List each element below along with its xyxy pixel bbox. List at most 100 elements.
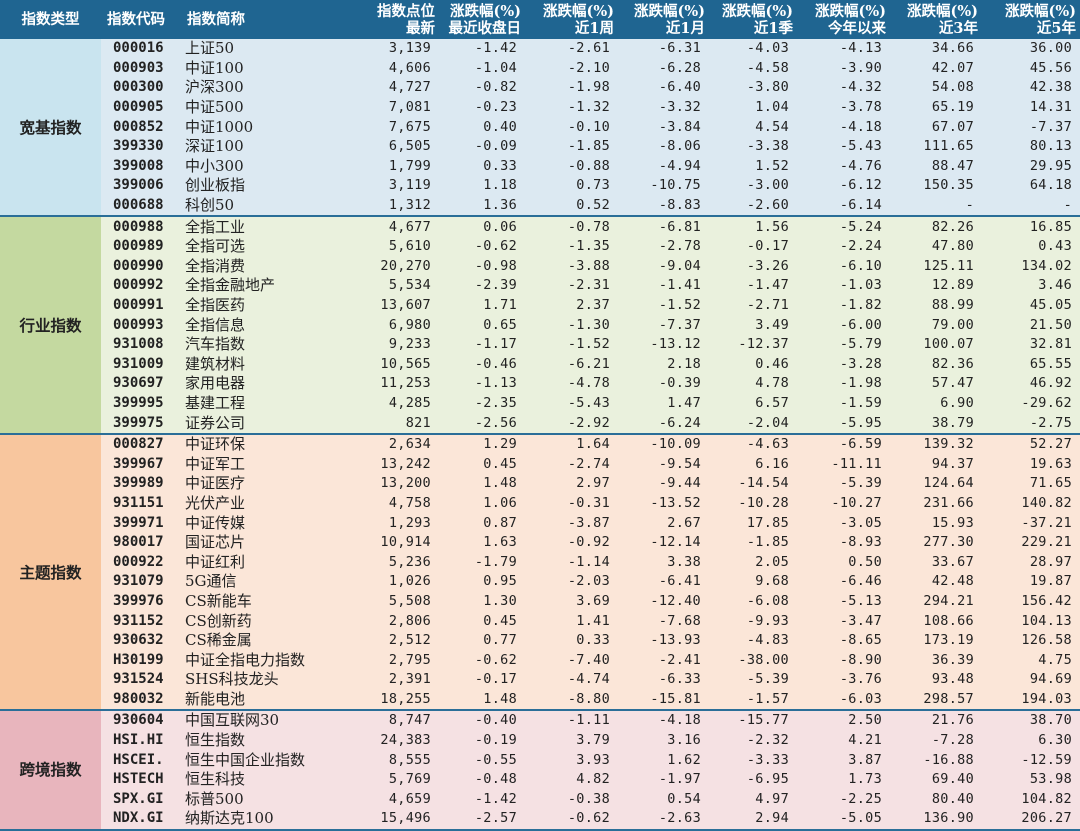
index-name-cell: 5G通信: [181, 572, 351, 592]
value-cell: 1.30: [439, 591, 525, 612]
value-cell: -8.80: [525, 689, 618, 712]
index-name-cell: 中证红利: [181, 552, 351, 573]
index-code-cell: HSI.HI: [101, 730, 181, 751]
value-cell: 3,119: [351, 176, 439, 196]
value-cell: -1.17: [439, 334, 525, 355]
table-row: 000991 全指医药 13,607 1.71 2.37 -1.52 -2.71 -1.82 8…: [0, 295, 1080, 316]
column-header-line1: 涨跌幅(%): [543, 2, 614, 20]
value-cell: -7.37: [618, 315, 709, 335]
value-cell: 24,383: [351, 730, 439, 751]
value-cell: 6.16: [709, 454, 797, 475]
value-cell: 38.70: [982, 710, 1080, 731]
value-cell: 1,026: [351, 572, 439, 592]
value-cell: 88.99: [890, 295, 982, 316]
value-cell: -6.14: [797, 195, 890, 218]
value-cell: -7.28: [890, 730, 982, 751]
index-code-cell: 000300: [101, 78, 181, 98]
value-cell: -9.04: [618, 256, 709, 277]
value-cell: -0.48: [439, 769, 525, 790]
value-cell: 36.39: [890, 650, 982, 670]
index-name-cell: 中证全指电力指数: [181, 650, 351, 670]
value-cell: 13,607: [351, 295, 439, 316]
index-name-cell: 全指医药: [181, 295, 351, 316]
value-cell: -5.79: [797, 334, 890, 355]
value-cell: 1.48: [439, 474, 525, 494]
table-row: 000905 中证500 7,081 -0.23 -1.32 -3.32 1.04 -3.78…: [0, 97, 1080, 118]
column-header-line1: 指数点位: [377, 2, 435, 20]
value-cell: -2.24: [797, 236, 890, 257]
value-cell: 15,496: [351, 809, 439, 831]
index-name-cell: 中证1000: [181, 117, 351, 137]
value-cell: 1.47: [618, 393, 709, 414]
value-cell: -6.59: [797, 433, 890, 455]
value-cell: 33.67: [890, 552, 982, 573]
value-cell: 1.64: [525, 433, 618, 455]
column-header: 指数类型: [0, 0, 101, 39]
value-cell: 4,285: [351, 393, 439, 414]
value-cell: -0.40: [439, 710, 525, 731]
index-name-cell: 全指金融地产: [181, 276, 351, 296]
value-cell: -8.65: [797, 630, 890, 651]
value-cell: -2.75: [982, 413, 1080, 435]
index-name-cell: 科创50: [181, 195, 351, 218]
value-cell: -5.24: [797, 216, 890, 237]
value-cell: 111.65: [890, 136, 982, 157]
value-cell: 3.46: [982, 276, 1080, 296]
value-cell: -4.74: [525, 670, 618, 690]
value-cell: -8.06: [618, 136, 709, 157]
value-cell: 12.89: [890, 276, 982, 296]
column-header-line1: 涨跌幅(%): [1005, 2, 1076, 20]
value-cell: 20,270: [351, 256, 439, 277]
value-cell: -1.57: [709, 689, 797, 712]
value-cell: 80.13: [982, 136, 1080, 157]
table-row: 000922 中证红利 5,236 -1.79 -1.14 3.38 2.05 0.50 33.…: [0, 552, 1080, 573]
value-cell: 15.93: [890, 513, 982, 533]
column-header-line2: 近1周: [574, 19, 614, 37]
value-cell: -4.58: [709, 58, 797, 79]
value-cell: 4.97: [709, 789, 797, 810]
index-name-cell: 中证500: [181, 97, 351, 118]
table-row: HSI.HI 恒生指数 24,383 -0.19 3.79 3.16 -2.32 4.21 -7…: [0, 730, 1080, 751]
value-cell: 4,727: [351, 78, 439, 98]
value-cell: -3.90: [797, 58, 890, 79]
value-cell: -2.60: [709, 195, 797, 218]
value-cell: 194.03: [982, 689, 1080, 712]
table-body: 宽基指数 000016 上证50 3,139 -1.42 -2.61 -6.31 -4.03-…: [0, 39, 1080, 831]
value-cell: -12.37: [709, 334, 797, 355]
value-cell: -10.75: [618, 176, 709, 196]
value-cell: 6,505: [351, 136, 439, 157]
value-cell: 0.50: [797, 552, 890, 573]
value-cell: 17.85: [709, 513, 797, 533]
value-cell: 3,139: [351, 39, 439, 59]
value-cell: -1.82: [797, 295, 890, 316]
value-cell: -0.19: [439, 730, 525, 751]
value-cell: -0.17: [439, 670, 525, 690]
value-cell: 13,200: [351, 474, 439, 494]
value-cell: -3.28: [797, 354, 890, 375]
value-cell: 1,293: [351, 513, 439, 533]
value-cell: 82.26: [890, 216, 982, 237]
table-row: 000993 全指信息 6,980 0.65 -1.30 -7.37 3.49 -6.00 79…: [0, 315, 1080, 335]
index-code-cell: 931524: [101, 670, 181, 690]
value-cell: 2.18: [618, 354, 709, 375]
index-code-cell: 399971: [101, 513, 181, 533]
value-cell: -13.93: [618, 630, 709, 651]
value-cell: 3.16: [618, 730, 709, 751]
value-cell: 80.40: [890, 789, 982, 810]
value-cell: 0.87: [439, 513, 525, 533]
value-cell: -1.52: [618, 295, 709, 316]
index-code-cell: 399967: [101, 454, 181, 475]
index-name-cell: CS创新药: [181, 611, 351, 631]
value-cell: -1.85: [525, 136, 618, 157]
value-cell: -2.04: [709, 413, 797, 435]
value-cell: 21.50: [982, 315, 1080, 335]
value-cell: -1.35: [525, 236, 618, 257]
index-code-cell: 000688: [101, 195, 181, 218]
value-cell: -10.27: [797, 493, 890, 514]
index-code-cell: 000852: [101, 117, 181, 137]
table-row: 399008 中小300 1,799 0.33 -0.88 -4.94 1.52 -4.76 8…: [0, 156, 1080, 177]
table-row: 931008 汽车指数 9,233 -1.17 -1.52 -13.12 -12.37 -5.…: [0, 334, 1080, 355]
value-cell: -5.95: [797, 413, 890, 435]
index-name-cell: 全指可选: [181, 236, 351, 257]
value-cell: -2.78: [618, 236, 709, 257]
